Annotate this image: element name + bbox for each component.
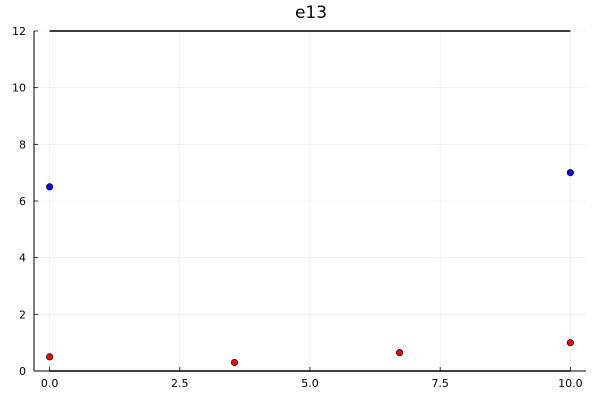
y-tick-label: 2 [19,308,26,321]
x-tick-label: 5.0 [301,377,319,390]
y-tick-label: 4 [19,252,26,265]
x-tick-label: 10.0 [558,377,583,390]
x-tick-label: 2.5 [171,377,189,390]
y-tick-label: 8 [19,138,26,151]
x-tick-label: 0.0 [41,377,59,390]
data-point [230,358,239,367]
data-points [46,169,574,367]
reference-lines [49,30,571,372]
data-point [46,353,54,361]
axes: 0.0 2.5 5.0 7.5 10.0 0 2 4 6 8 10 12 [12,25,586,390]
data-point [46,183,54,191]
chart-title: e13 [295,3,327,23]
y-tick-label: 6 [19,195,26,208]
data-point [396,349,404,357]
grid-lines [34,30,586,372]
y-tick-label: 10 [12,82,26,95]
y-tick-label: 0 [19,365,26,378]
data-point [566,339,574,347]
data-point [566,169,574,177]
y-tick-label: 12 [12,25,26,38]
x-tick-label: 7.5 [431,377,449,390]
